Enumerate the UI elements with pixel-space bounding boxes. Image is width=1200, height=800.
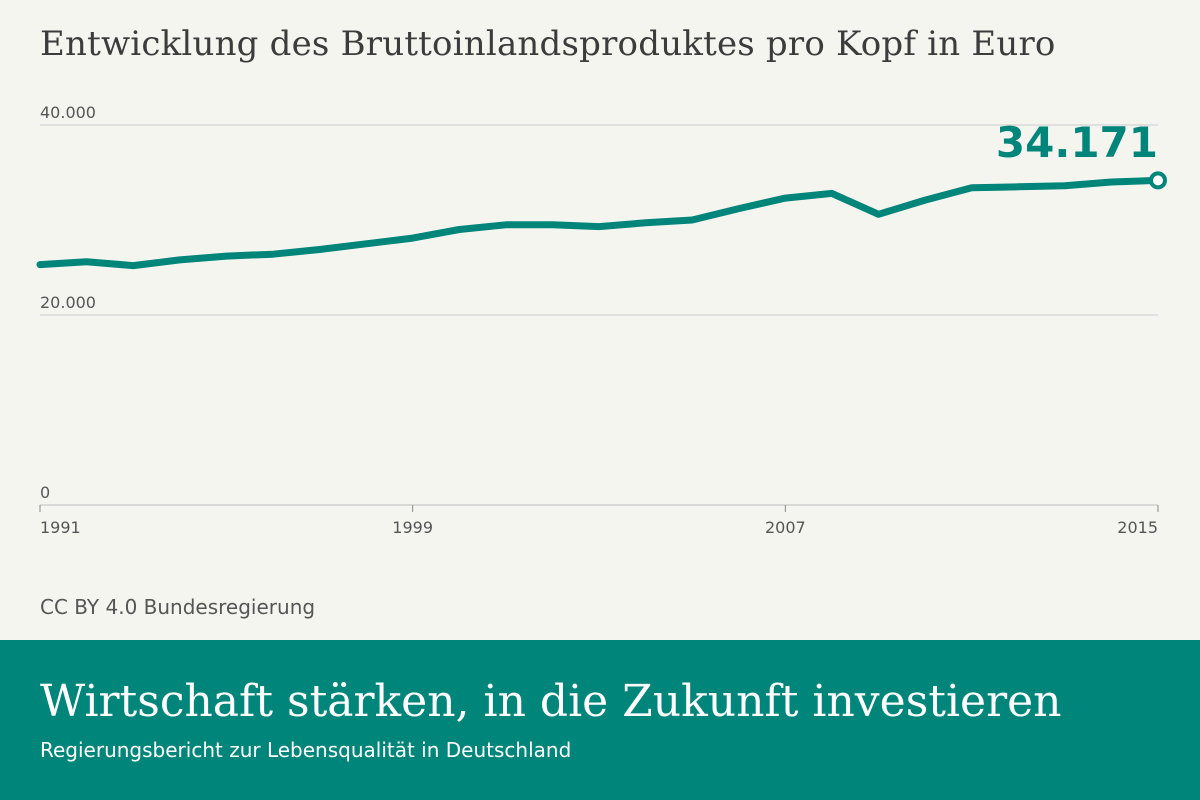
chart-title: Entwicklung des Bruttoinlandsproduktes p… [40, 24, 1056, 64]
x-tick-label: 2015 [1117, 518, 1158, 537]
footer-banner: Wirtschaft stärken, in die Zukunft inves… [0, 640, 1200, 800]
end-point-marker [1149, 171, 1167, 190]
x-tick-label: 1999 [392, 518, 433, 537]
source-credit: CC BY 4.0 Bundesregierung [40, 595, 316, 619]
series-line [36, 176, 1162, 270]
y-tick-label: 20.000 [40, 293, 96, 312]
footer-title: Wirtschaft stärken, in die Zukunft inves… [40, 676, 1062, 727]
x-tick-label: 2007 [765, 518, 806, 537]
y-tick-label: 40.000 [40, 103, 96, 122]
y-tick-label: 0 [40, 483, 50, 502]
footer-subtitle: Regierungsbericht zur Lebensqualität in … [40, 738, 572, 762]
end-value-label: 34.171 [996, 118, 1158, 167]
x-tick-label: 1991 [40, 518, 81, 537]
line-chart: 0 20.000 40.000 1991 1999 2007 2015 34.171 [36, 103, 1167, 537]
